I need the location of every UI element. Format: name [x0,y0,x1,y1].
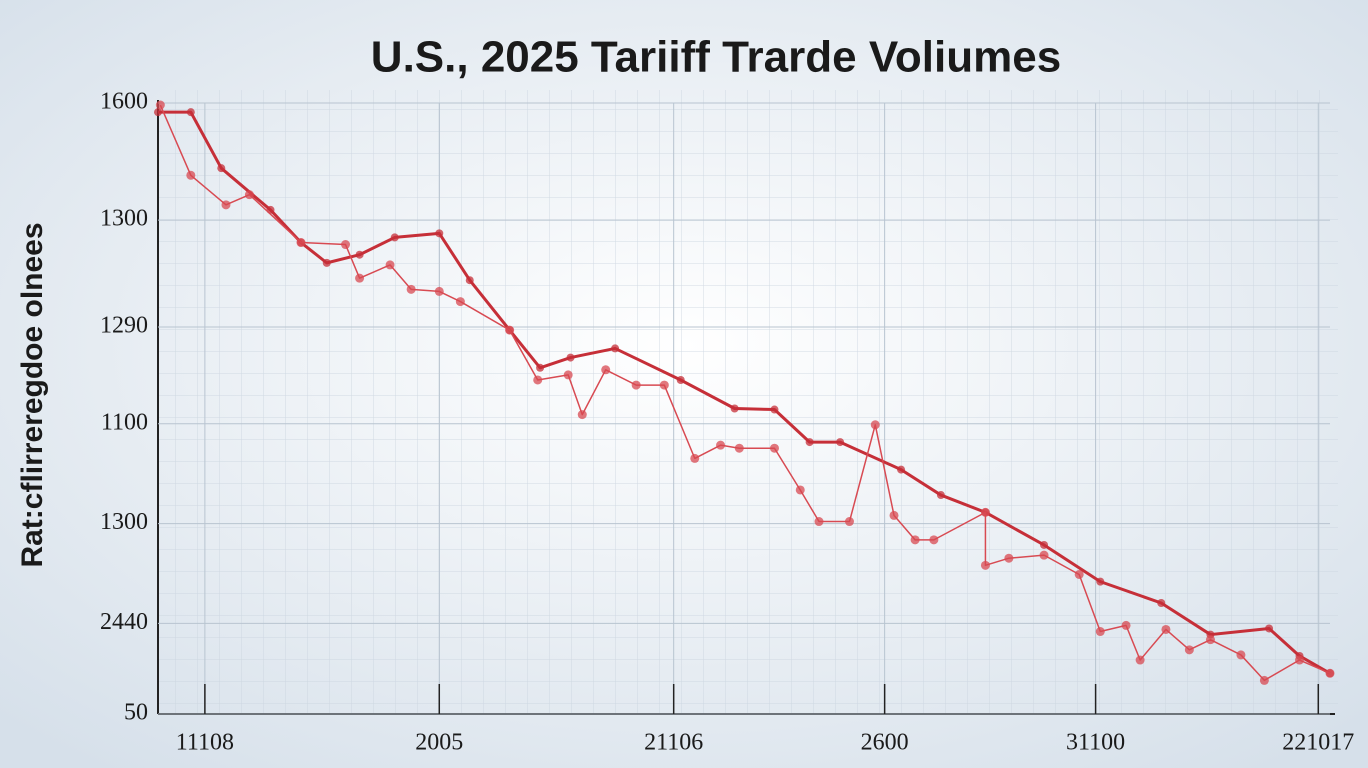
point [154,108,162,117]
point [390,233,399,242]
point [266,205,275,214]
point [769,443,779,453]
x-tick-label: 31100 [1066,730,1125,756]
x-tick-label: 11108 [176,730,234,756]
x-tick-label: 2005 [415,730,463,756]
point [435,229,444,238]
point [1135,655,1145,665]
point [1157,599,1166,608]
point [716,440,726,450]
point [434,286,444,296]
point [455,297,465,307]
point [690,453,700,463]
point [1095,627,1105,637]
y-axis-label: Rat:cflirreregdoe olnees [16,222,49,567]
point [1259,675,1269,685]
point [601,365,611,375]
y-tick-label: 2440 [100,609,148,635]
point [980,507,990,517]
point [1121,620,1131,630]
point [836,438,845,447]
x-tick-label: 2600 [861,730,909,756]
point [897,465,906,474]
point [1040,540,1049,549]
point [1325,668,1335,678]
point [1265,624,1274,633]
point [1074,569,1084,579]
point [770,405,779,414]
point [1004,553,1014,563]
point [406,284,416,294]
point [1236,650,1246,660]
y-tick-label: 1300 [100,509,148,535]
point [155,100,165,110]
point [566,353,575,362]
line [159,104,1331,682]
point [186,108,195,117]
point [980,560,990,570]
x-tick-label: 221017 [1282,730,1354,756]
point [465,276,474,285]
point [536,363,545,372]
point [385,260,395,270]
point [322,258,331,267]
point [870,420,880,430]
point [355,273,365,283]
point [631,380,641,390]
point [186,170,196,180]
point [814,517,824,527]
point [533,375,543,385]
point [1096,577,1105,586]
point [936,491,945,500]
y-tick-label: 50 [124,700,148,726]
point [341,240,351,250]
x-tick-label: 21106 [644,730,703,756]
point [355,250,364,259]
point [577,410,587,420]
point [730,404,739,413]
point [889,510,899,520]
point [217,164,226,173]
point [1295,655,1305,665]
point [910,535,920,545]
point [221,200,231,210]
point [805,438,814,447]
point [505,325,515,335]
point [1205,635,1215,645]
point [1184,645,1194,655]
point [659,380,669,390]
chart-title: U.S., 2025 Tariiff Trarde Voliumes [371,33,1061,82]
point [1161,624,1171,634]
y-tick-label: 1290 [100,313,148,339]
point [844,517,854,527]
y-tick-label: 1100 [101,409,148,435]
point [1039,550,1049,560]
point [929,535,939,545]
point [734,443,744,453]
y-tick-label: 1300 [100,206,148,232]
point [676,375,685,384]
grid-pattern [158,90,1338,714]
point [795,485,805,495]
point [296,238,306,248]
point [563,370,573,380]
point [244,190,254,200]
y-tick-label: 1600 [100,89,148,115]
point [611,344,620,353]
